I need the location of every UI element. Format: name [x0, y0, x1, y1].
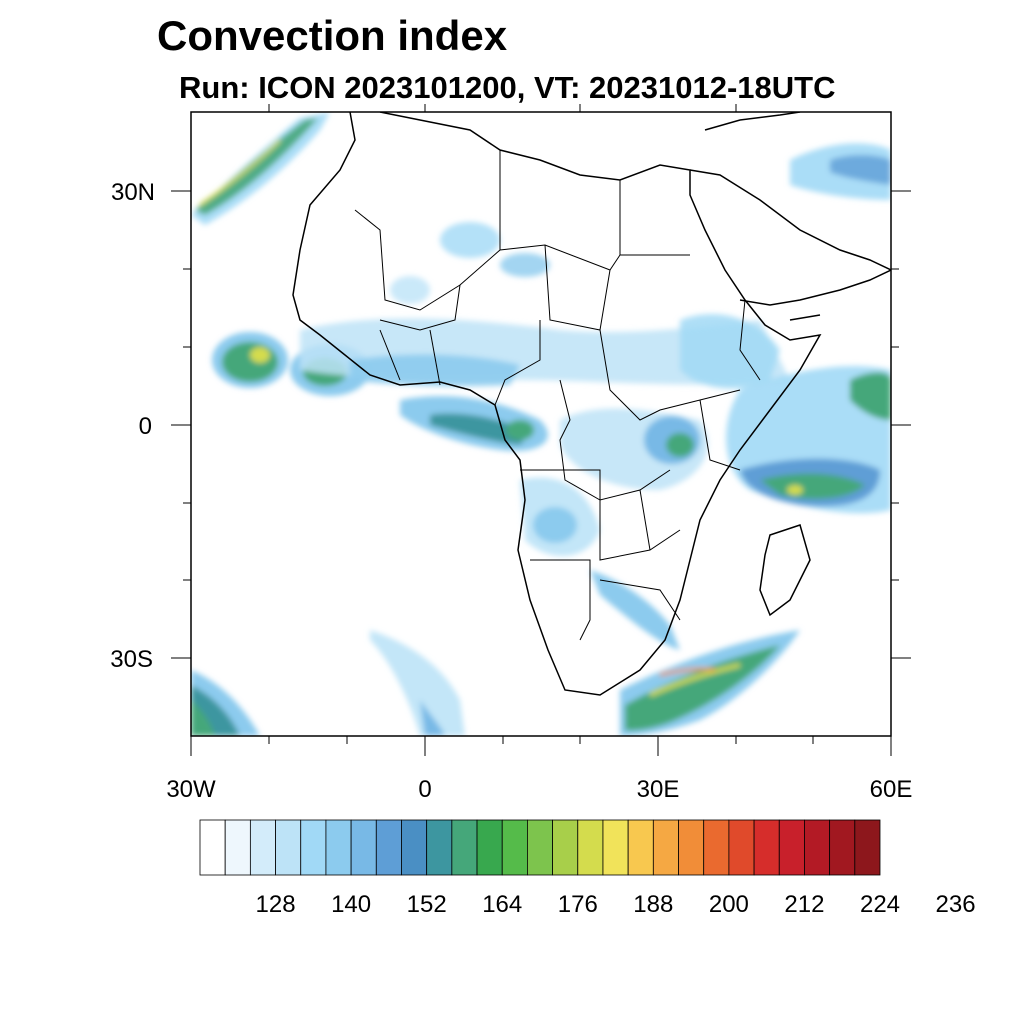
- colorbar-label: 164: [482, 891, 522, 918]
- colorbar-swatch: [325, 819, 352, 876]
- y-tick-label: 30S: [110, 646, 153, 673]
- colorbar-label: 236: [936, 891, 976, 918]
- colorbar-swatch: [804, 819, 831, 876]
- y-tick-label: 0: [139, 413, 152, 440]
- map-frame: [190, 111, 892, 737]
- colorbar-swatch: [350, 819, 377, 876]
- convection-field: [191, 112, 891, 736]
- colorbar-swatch: [728, 819, 755, 876]
- colorbar-label: 200: [709, 891, 749, 918]
- colorbar-label: 188: [633, 891, 673, 918]
- colorbar-swatch: [426, 819, 453, 876]
- colorbar-swatch: [829, 819, 856, 876]
- colorbar-swatch: [753, 819, 780, 876]
- colorbar-swatch: [527, 819, 553, 876]
- colorbar-swatch: [300, 819, 327, 876]
- x-tick-label: 30E: [637, 776, 680, 803]
- colorbar-label: 140: [331, 891, 371, 918]
- colorbar-swatch: [275, 819, 302, 876]
- colorbar-swatch: [451, 819, 478, 876]
- x-tick-label: 30W: [166, 776, 216, 803]
- colorbar-swatch: [249, 819, 276, 876]
- colorbar: 128 140 152 164 176 188 200 212 224 236: [199, 819, 976, 918]
- colorbar-swatch: [199, 819, 226, 876]
- colorbar-swatch: [627, 819, 654, 876]
- colorbar-label: 152: [407, 891, 447, 918]
- colorbar-swatch: [854, 819, 881, 876]
- colorbar-label: 128: [256, 891, 296, 918]
- colorbar-swatch: [476, 819, 503, 876]
- colorbar-swatch: [577, 819, 604, 876]
- map-subtitle: Run: ICON 2023101200, VT: 20231012-18UTC: [179, 70, 836, 105]
- country-borders: [354, 150, 761, 641]
- axis-ticks: [171, 104, 911, 756]
- colorbar-swatch: [552, 819, 579, 876]
- colorbar-label: 176: [558, 891, 598, 918]
- colorbar-swatch: [501, 819, 528, 876]
- x-tick-label: 0: [418, 776, 431, 803]
- colorbar-swatch: [375, 819, 402, 876]
- y-tick-label: 30N: [111, 179, 155, 206]
- colorbar-label: 224: [860, 891, 900, 918]
- colorbar-label: 212: [784, 891, 824, 918]
- map-title: Convection index: [157, 12, 508, 59]
- colorbar-swatch: [602, 819, 629, 876]
- x-tick-label: 60E: [870, 776, 913, 803]
- colorbar-swatch: [401, 819, 428, 876]
- colorbar-swatch: [224, 819, 251, 876]
- colorbar-swatch: [703, 819, 730, 876]
- colorbar-swatch: [778, 819, 805, 876]
- coastlines: [292, 112, 891, 696]
- colorbar-swatch: [652, 819, 679, 876]
- colorbar-swatch: [678, 819, 705, 876]
